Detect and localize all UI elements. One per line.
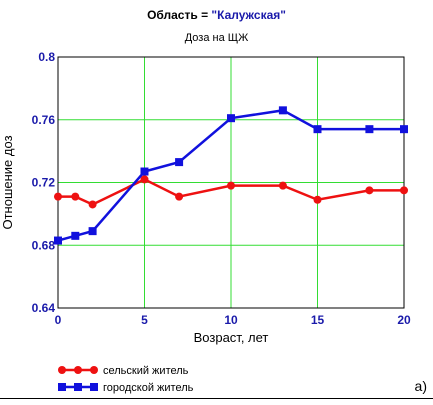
data-point (175, 192, 184, 201)
series-line (57, 109, 404, 242)
chart-title: Область = "Калужская" (0, 8, 433, 22)
chart-title-prefix: Область = (147, 8, 212, 22)
legend-marker (74, 366, 82, 374)
legend-marker (74, 383, 82, 391)
panel-label: a) (414, 378, 427, 394)
legend-marker (90, 383, 98, 391)
data-point (365, 186, 374, 195)
data-point (175, 158, 184, 167)
data-point (313, 195, 322, 204)
legend: сельский житель городской житель (58, 365, 194, 394)
data-point (365, 125, 374, 134)
data-point (140, 175, 149, 184)
y-tick-label: 0.8 (38, 50, 55, 64)
x-tick-label: 10 (224, 313, 238, 327)
y-tick-label: 0.64 (32, 301, 56, 315)
chart-subtitle: Доза на ЩЖ (184, 32, 249, 44)
series-line (58, 177, 404, 206)
legend-entry: сельский житель (58, 365, 189, 377)
y-axis-label: Отношение доз (0, 135, 15, 229)
axis-ticks: 0 5 10 15 20 0.64 0.68 0.72 0.76 0.8 (32, 50, 411, 327)
y-tick-label: 0.72 (32, 176, 56, 190)
legend-marker (90, 366, 98, 374)
data-point (54, 192, 62, 201)
data-point (140, 167, 149, 176)
legend-label: сельский житель (103, 365, 189, 377)
data-point (313, 125, 322, 134)
x-tick-label: 20 (397, 313, 411, 327)
chart-title-value: "Калужская" (211, 8, 286, 22)
data-point (278, 181, 287, 190)
bottom-divider (0, 398, 433, 399)
y-tick-label: 0.76 (32, 113, 56, 127)
data-point (54, 236, 62, 245)
data-point (227, 181, 235, 190)
x-tick-label: 5 (141, 313, 148, 327)
data-point (400, 125, 408, 134)
x-tick-label: 15 (311, 313, 325, 327)
data-point (71, 231, 80, 240)
y-tick-label: 0.68 (32, 238, 56, 252)
x-tick-label: 0 (55, 313, 62, 327)
data-point (400, 186, 408, 195)
legend-marker (58, 383, 66, 391)
series (54, 106, 408, 245)
data-point (227, 114, 235, 123)
data-point (71, 192, 80, 201)
data-point (278, 106, 287, 115)
series-1 (54, 175, 408, 209)
legend-entry: городской житель (58, 382, 194, 394)
series-2 (54, 106, 408, 245)
plot-frame (57, 56, 405, 309)
data-point (88, 227, 97, 236)
legend-marker (58, 366, 66, 374)
legend-label: городской житель (103, 382, 194, 394)
data-point (88, 200, 97, 209)
x-axis-label: Возраст, лет (194, 330, 269, 345)
